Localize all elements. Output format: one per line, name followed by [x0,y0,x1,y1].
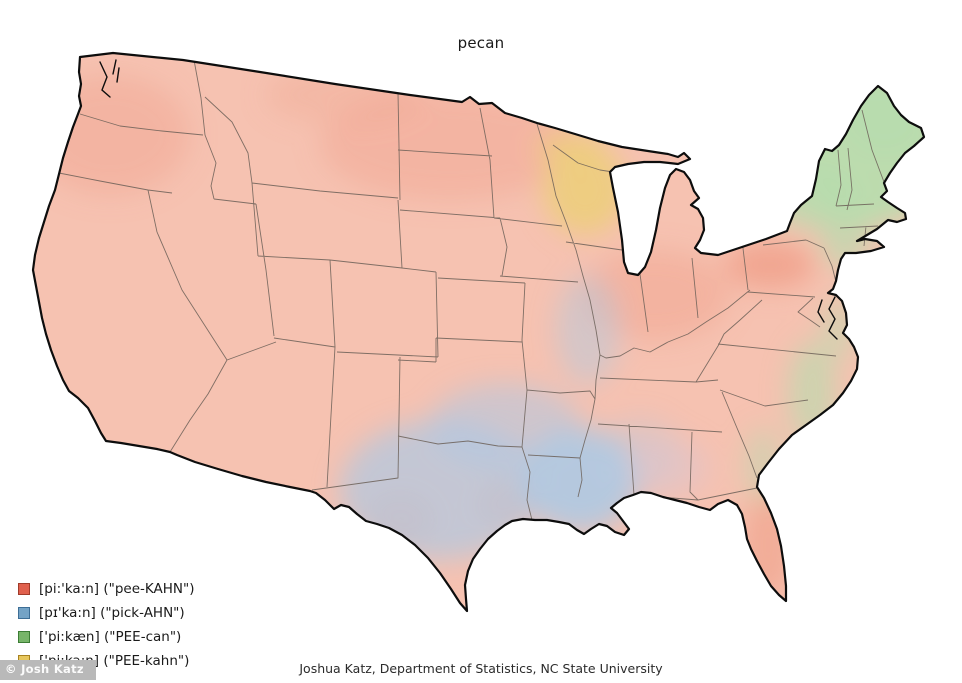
puget-sound-detail [99,59,120,98]
chesapeake-bay-detail [817,296,838,340]
legend-label: [pɪ'ka:n] ("pick-AHN") [39,605,185,621]
legend-swatch-pee-kahn [18,583,30,595]
legend-swatch-pee-can [18,631,30,643]
legend-item: [pi:'ka:n] ("pee-KAHN") [18,577,194,601]
attribution-caption: Joshua Katz, Department of Statistics, N… [299,661,663,676]
legend-label: [pi:'ka:n] ("pee-KAHN") [39,581,195,597]
legend: [pi:'ka:n] ("pee-KAHN") [pɪ'ka:n] ("pick… [18,577,194,673]
us-outline [31,51,926,613]
map-title: pecan [457,34,505,52]
state-borders [58,59,885,521]
legend-item: [pɪ'ka:n] ("pick-AHN") [18,601,194,625]
legend-item: ['pi:kæn] ("PEE-can") [18,625,194,649]
copyright-watermark: © Josh Katz [0,660,96,680]
legend-swatch-pick-ahn [18,607,30,619]
legend-label: ['pi:kæn] ("PEE-can") [39,629,182,645]
